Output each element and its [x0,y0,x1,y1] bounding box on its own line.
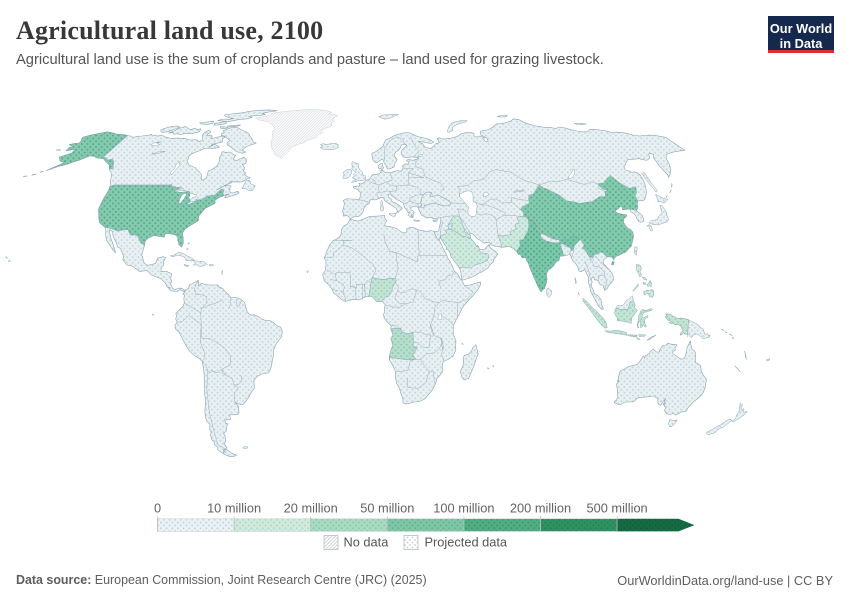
svg-text:10 million: 10 million [207,501,261,516]
svg-text:0: 0 [154,501,161,516]
svg-text:Projected data: Projected data [425,535,508,550]
svg-text:20 million: 20 million [284,501,338,516]
svg-text:50 million: 50 million [360,501,414,516]
svg-text:100 million: 100 million [433,501,494,516]
svg-text:500 million: 500 million [587,501,648,516]
svg-text:200 million: 200 million [510,501,571,516]
svg-text:No data: No data [344,535,390,550]
